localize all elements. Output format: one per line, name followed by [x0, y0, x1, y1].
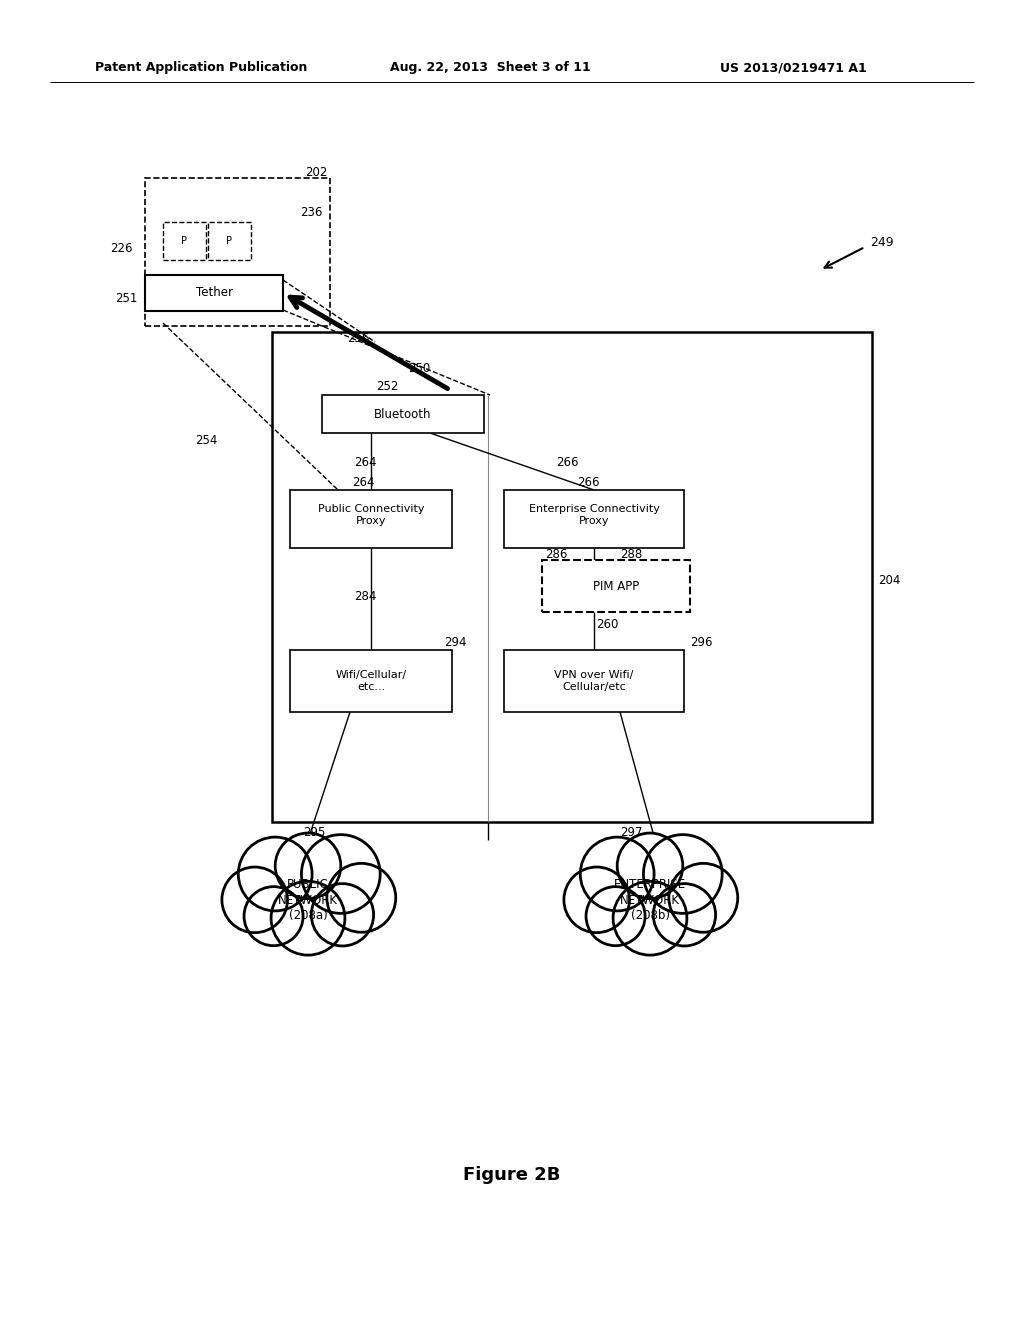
Circle shape — [301, 834, 380, 913]
Text: US 2013/0219471 A1: US 2013/0219471 A1 — [720, 62, 866, 74]
Circle shape — [222, 867, 288, 933]
Text: 204: 204 — [878, 573, 900, 586]
Text: 226: 226 — [111, 242, 133, 255]
Circle shape — [327, 863, 395, 932]
Circle shape — [669, 863, 737, 932]
Text: 288: 288 — [620, 549, 642, 561]
Text: 266: 266 — [556, 455, 579, 469]
Text: 249: 249 — [870, 236, 894, 249]
Text: 252: 252 — [376, 380, 398, 393]
Text: PUBLIC
NETWORK
(208a): PUBLIC NETWORK (208a) — [278, 879, 338, 921]
Circle shape — [271, 882, 345, 956]
Text: 264: 264 — [354, 455, 377, 469]
Text: 297: 297 — [620, 825, 642, 838]
Text: P: P — [181, 236, 187, 246]
Text: VPN over Wifi/
Cellular/etc: VPN over Wifi/ Cellular/etc — [554, 671, 634, 692]
FancyBboxPatch shape — [145, 178, 330, 326]
Text: ENTERPRISE
NETWORK
(208b): ENTERPRISE NETWORK (208b) — [614, 879, 686, 921]
Text: 264: 264 — [352, 477, 375, 490]
Text: Wifi/Cellular/
etc...: Wifi/Cellular/ etc... — [336, 671, 407, 692]
Text: Enterprise Connectivity
Proxy: Enterprise Connectivity Proxy — [528, 504, 659, 525]
Text: 251: 251 — [116, 292, 138, 305]
Text: 296: 296 — [690, 636, 713, 649]
FancyBboxPatch shape — [272, 333, 872, 822]
FancyBboxPatch shape — [542, 560, 690, 612]
Text: 236: 236 — [300, 206, 323, 219]
FancyBboxPatch shape — [322, 395, 484, 433]
FancyBboxPatch shape — [504, 649, 684, 711]
Circle shape — [586, 887, 645, 945]
Circle shape — [643, 834, 722, 913]
FancyBboxPatch shape — [290, 490, 452, 548]
FancyBboxPatch shape — [290, 649, 452, 711]
Circle shape — [653, 883, 716, 946]
Text: 260: 260 — [596, 619, 618, 631]
Text: Aug. 22, 2013  Sheet 3 of 11: Aug. 22, 2013 Sheet 3 of 11 — [390, 62, 591, 74]
Text: 250: 250 — [408, 362, 430, 375]
Circle shape — [613, 882, 687, 956]
Text: 284: 284 — [354, 590, 377, 602]
FancyBboxPatch shape — [163, 222, 206, 260]
Circle shape — [275, 833, 341, 899]
Text: Public Connectivity
Proxy: Public Connectivity Proxy — [317, 504, 424, 525]
Text: 266: 266 — [577, 477, 599, 490]
Text: 295: 295 — [303, 825, 326, 838]
Text: Tether: Tether — [196, 286, 232, 300]
Circle shape — [239, 837, 312, 911]
Circle shape — [311, 883, 374, 946]
Text: 294: 294 — [444, 636, 467, 649]
FancyBboxPatch shape — [208, 222, 251, 260]
Circle shape — [244, 887, 303, 945]
Text: 286: 286 — [545, 549, 567, 561]
Text: P: P — [226, 236, 232, 246]
FancyBboxPatch shape — [145, 275, 283, 312]
Circle shape — [581, 837, 654, 911]
Text: 256: 256 — [347, 331, 370, 345]
Circle shape — [564, 867, 630, 933]
Text: 254: 254 — [195, 433, 217, 446]
Text: Bluetooth: Bluetooth — [374, 408, 432, 421]
Text: PIM APP: PIM APP — [593, 579, 639, 593]
Text: 202: 202 — [305, 165, 328, 178]
FancyBboxPatch shape — [504, 490, 684, 548]
Text: Patent Application Publication: Patent Application Publication — [95, 62, 307, 74]
Text: Figure 2B: Figure 2B — [463, 1166, 561, 1184]
Circle shape — [617, 833, 683, 899]
